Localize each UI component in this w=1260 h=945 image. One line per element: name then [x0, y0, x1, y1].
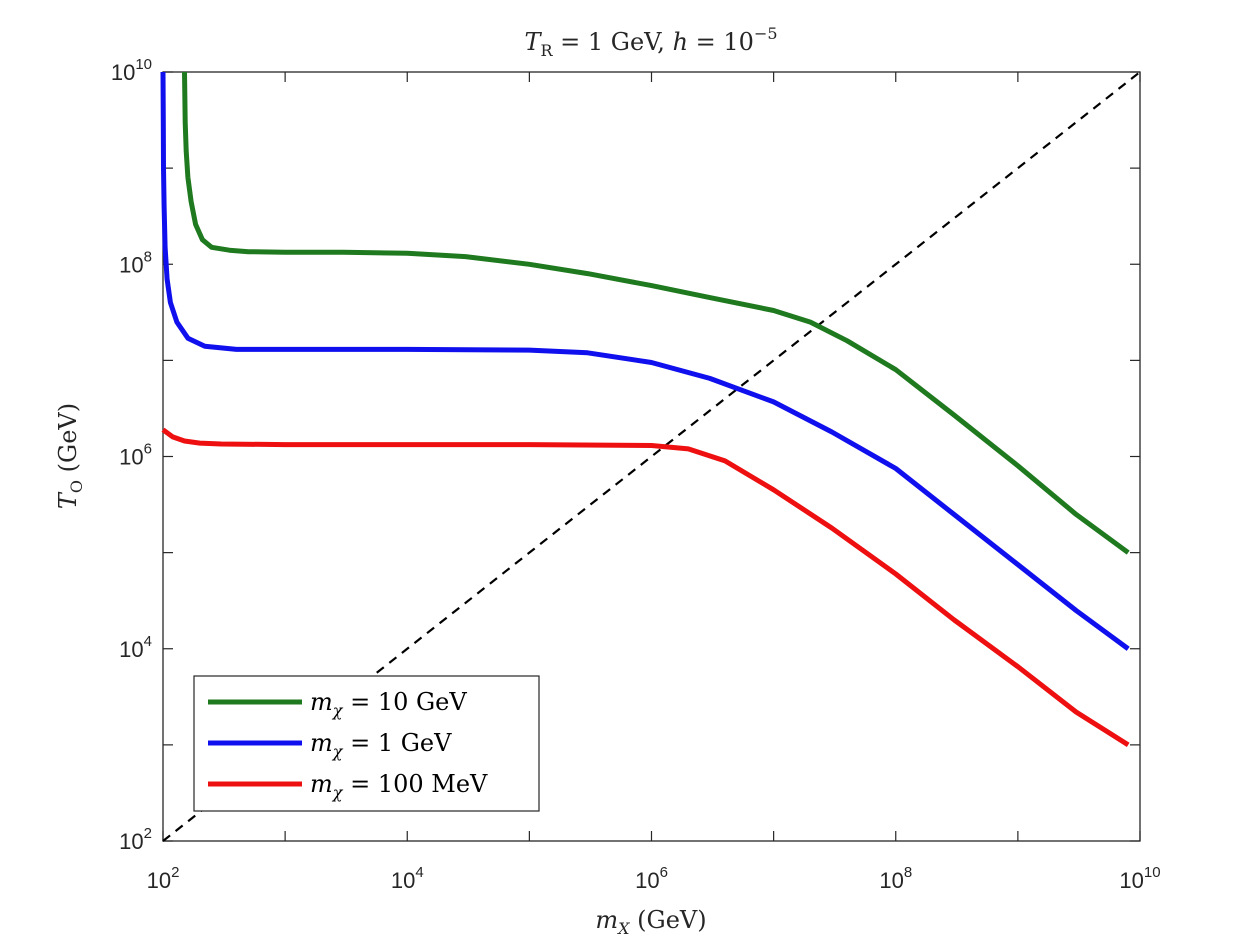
x-axis-label-unit: (GeV) [630, 906, 707, 934]
x-tick-label: 106 [635, 864, 668, 893]
title-var2: h [673, 28, 688, 56]
series-line [160, 71, 1130, 651]
y-axis-label-var: T [54, 491, 82, 509]
y-tick-labels: 102 104 106 108 1010 [111, 56, 152, 854]
x-tick-label: 102 [147, 864, 180, 893]
legend-label: mχ = 10 GeV [310, 688, 467, 720]
series-line [161, 427, 1130, 748]
x-axis-label-sub: X [616, 919, 630, 938]
x-tick-label: 104 [391, 864, 424, 893]
legend-label: mχ = 1 GeV [310, 729, 452, 761]
series-line [182, 71, 1130, 555]
y-axis-label-sub: O [67, 480, 86, 493]
title-var-sub: R [540, 41, 553, 60]
legend-entry: mχ = 1 GeV [208, 729, 452, 761]
legend: mχ = 10 GeV mχ = 1 GeV mχ = 100 MeV [193, 675, 540, 812]
x-tick-labels: 102 104 106 108 1010 [147, 864, 1161, 893]
y-axis-label-unit: (GeV) [54, 403, 82, 480]
y-tick-label: 108 [119, 248, 152, 277]
y-tick-label: 104 [119, 633, 152, 662]
title-exp: −5 [754, 24, 778, 43]
title-eq2: = 10 [688, 28, 754, 56]
title-eq: = 1 GeV, [553, 28, 673, 56]
title-var: T [524, 28, 542, 56]
series-layer [160, 71, 1130, 748]
y-tick-label: 102 [119, 825, 152, 854]
axis-ticks [162, 71, 1141, 842]
legend-entry: mχ = 10 GeV [208, 688, 467, 720]
legend-entry: mχ = 100 MeV [208, 770, 488, 802]
chart-title: TR = 1 GeV, h = 10−5 [524, 24, 777, 60]
x-axis-label: mX (GeV) [595, 906, 706, 938]
x-axis-label-var: m [595, 906, 618, 934]
y-axis-label: TO (GeV) [54, 403, 86, 509]
y-tick-label: 1010 [111, 56, 152, 85]
x-tick-label: 108 [879, 864, 912, 893]
legend-label: mχ = 100 MeV [310, 770, 488, 802]
y-tick-label: 106 [119, 441, 152, 470]
x-tick-label: 1010 [1119, 864, 1160, 893]
